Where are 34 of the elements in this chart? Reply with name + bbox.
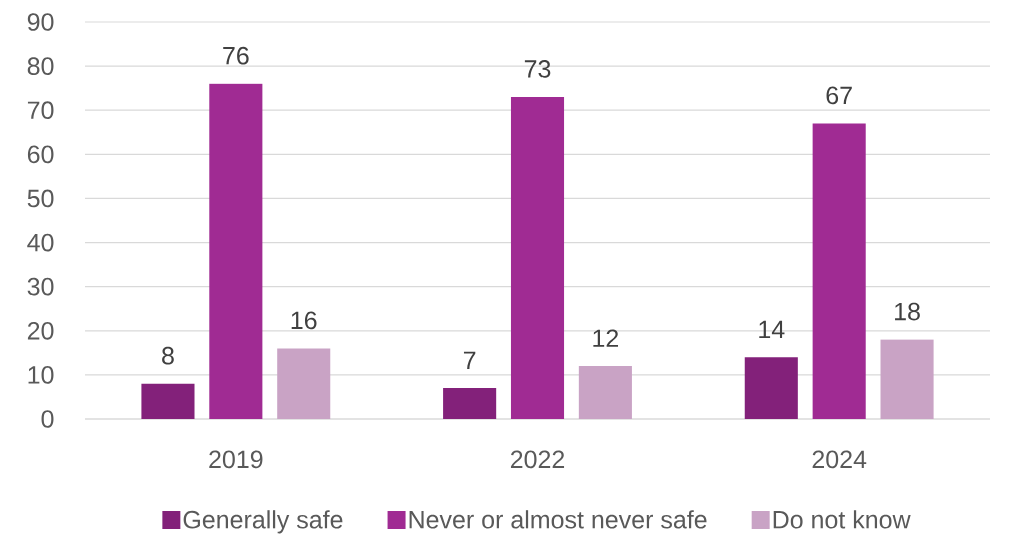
y-tick-label: 40	[27, 233, 54, 252]
data-label: 7	[463, 351, 476, 369]
legend-label: Generally safe	[183, 510, 343, 534]
legend-label: Do not know	[773, 510, 911, 529]
bar	[443, 388, 497, 419]
bar	[880, 339, 934, 419]
legend-label: Never or almost never safe	[409, 510, 707, 529]
y-tick-label: 80	[27, 57, 54, 75]
data-label: 73	[524, 60, 551, 78]
y-tick-label: 50	[27, 189, 54, 208]
bar	[277, 348, 331, 419]
y-tick-label: 90	[27, 13, 54, 31]
bar	[812, 123, 866, 419]
data-label: 12	[593, 329, 619, 347]
data-label: 14	[759, 320, 785, 339]
y-tick-label: 10	[28, 366, 54, 384]
bar	[510, 96, 565, 419]
x-tick-label: 2024	[812, 450, 867, 469]
data-label: 67	[826, 86, 852, 105]
y-tick-label: 60	[27, 145, 54, 164]
bar	[744, 357, 798, 419]
data-label: 8	[162, 346, 174, 365]
y-tick-label: 70	[27, 101, 54, 120]
bar	[209, 83, 263, 419]
y-tick-label: 20	[27, 321, 54, 340]
data-label: 76	[223, 46, 249, 65]
y-tick-label: 30	[27, 277, 54, 296]
data-label: 18	[895, 302, 920, 321]
bar	[141, 383, 195, 419]
bar	[578, 366, 632, 419]
data-label: 16	[291, 311, 317, 330]
x-tick-label: 2019	[209, 450, 263, 469]
x-tick-label: 2022	[510, 450, 565, 469]
y-tick-label: 0	[41, 410, 54, 428]
